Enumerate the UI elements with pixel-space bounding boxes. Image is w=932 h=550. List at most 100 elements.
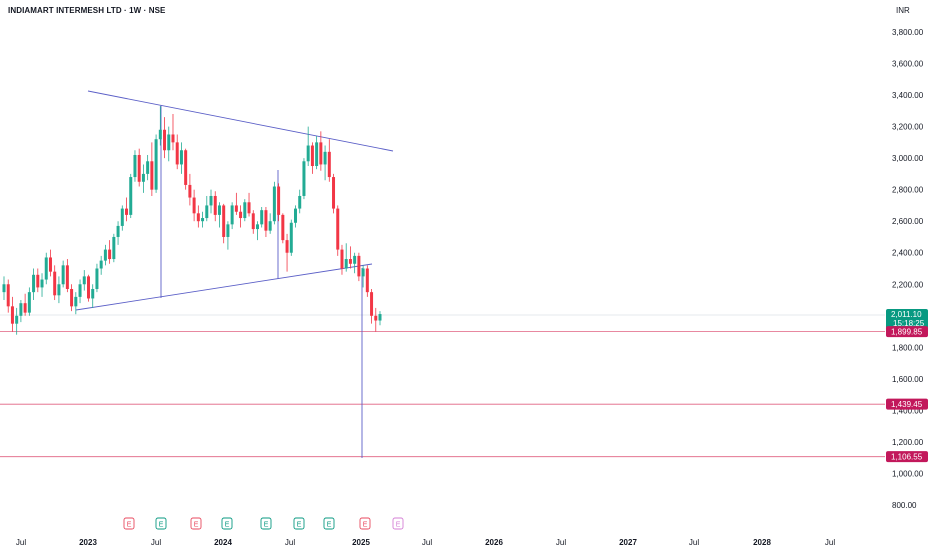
candle[interactable]	[310, 142, 314, 174]
candle[interactable]	[137, 148, 141, 187]
candle[interactable]	[184, 148, 188, 190]
candle[interactable]	[213, 191, 217, 222]
candle[interactable]	[61, 260, 65, 288]
candle[interactable]	[370, 288, 374, 324]
candle[interactable]	[78, 279, 82, 304]
candle[interactable]	[243, 199, 247, 222]
candle[interactable]	[319, 131, 323, 171]
candle[interactable]	[205, 195, 209, 222]
candle[interactable]	[353, 252, 357, 274]
candle[interactable]	[158, 106, 162, 146]
candle[interactable]	[82, 270, 86, 291]
candle[interactable]	[15, 307, 19, 335]
candle[interactable]	[268, 213, 272, 234]
candle[interactable]	[57, 276, 61, 304]
candle[interactable]	[302, 158, 306, 200]
candle[interactable]	[298, 189, 302, 214]
candle[interactable]	[99, 255, 103, 275]
earnings-marker[interactable]: E	[359, 517, 371, 530]
candle[interactable]	[361, 265, 365, 288]
candle[interactable]	[133, 150, 137, 182]
candle[interactable]	[306, 126, 310, 167]
candle[interactable]	[264, 207, 268, 237]
candle[interactable]	[141, 164, 145, 193]
candle[interactable]	[332, 173, 336, 214]
candle[interactable]	[357, 252, 361, 282]
candle[interactable]	[175, 134, 179, 170]
candle[interactable]	[285, 233, 289, 272]
candle[interactable]	[260, 207, 264, 228]
candle[interactable]	[239, 205, 243, 228]
candle[interactable]	[53, 265, 57, 301]
candle[interactable]	[188, 173, 192, 206]
candle[interactable]	[86, 274, 90, 302]
candle[interactable]	[125, 197, 129, 222]
candle[interactable]	[272, 181, 276, 225]
candle[interactable]	[294, 205, 298, 228]
candle[interactable]	[48, 249, 52, 277]
candle[interactable]	[348, 246, 352, 269]
candle[interactable]	[146, 154, 150, 181]
candle[interactable]	[234, 192, 238, 215]
candle[interactable]	[327, 139, 331, 182]
candle[interactable]	[251, 210, 255, 234]
candle[interactable]	[2, 276, 6, 301]
candle[interactable]	[154, 134, 158, 193]
candle[interactable]	[277, 183, 281, 222]
candle[interactable]	[36, 268, 40, 293]
candle[interactable]	[340, 244, 344, 275]
earnings-marker[interactable]: E	[293, 517, 305, 530]
candle[interactable]	[120, 205, 124, 231]
candle[interactable]	[222, 203, 226, 244]
candle[interactable]	[116, 221, 120, 245]
candle[interactable]	[374, 307, 378, 332]
earnings-marker[interactable]: E	[190, 517, 202, 530]
candle[interactable]	[40, 273, 44, 297]
candle[interactable]	[255, 221, 259, 241]
earnings-marker[interactable]: E	[155, 517, 167, 530]
candle[interactable]	[163, 117, 167, 159]
earnings-marker[interactable]: E	[260, 517, 272, 530]
lower-trendline[interactable]	[75, 263, 373, 311]
candle[interactable]	[6, 279, 10, 313]
candle[interactable]	[27, 287, 31, 316]
candle[interactable]	[289, 219, 293, 256]
candle[interactable]	[336, 205, 340, 256]
candle[interactable]	[74, 292, 78, 315]
candle[interactable]	[315, 136, 319, 170]
candle[interactable]	[91, 284, 95, 308]
candle[interactable]	[10, 296, 14, 332]
candle[interactable]	[179, 142, 183, 174]
candle[interactable]	[65, 259, 69, 293]
candle[interactable]	[23, 293, 27, 316]
candle[interactable]	[192, 189, 196, 222]
candle[interactable]	[323, 145, 327, 181]
candle[interactable]	[70, 284, 74, 312]
candle[interactable]	[209, 189, 213, 214]
candle[interactable]	[150, 142, 154, 196]
candle[interactable]	[230, 202, 234, 230]
upper-trendline[interactable]	[87, 90, 394, 152]
candle[interactable]	[196, 205, 200, 228]
candle[interactable]	[217, 202, 221, 228]
candle[interactable]	[167, 126, 171, 162]
earnings-marker[interactable]: E	[123, 517, 135, 530]
candle[interactable]	[378, 311, 382, 326]
candle[interactable]	[103, 244, 107, 266]
candle[interactable]	[95, 263, 99, 293]
candle[interactable]	[44, 252, 48, 285]
candle[interactable]	[108, 240, 112, 264]
candle[interactable]	[365, 265, 369, 297]
candle[interactable]	[344, 243, 348, 272]
candle[interactable]	[226, 221, 230, 250]
earnings-marker[interactable]: E	[392, 517, 404, 530]
candle[interactable]	[129, 173, 133, 219]
candle[interactable]	[281, 213, 285, 244]
candle[interactable]	[19, 300, 23, 323]
earnings-marker[interactable]: E	[323, 517, 335, 530]
earnings-marker[interactable]: E	[221, 517, 233, 530]
candle[interactable]	[32, 268, 36, 301]
candle[interactable]	[112, 233, 116, 263]
